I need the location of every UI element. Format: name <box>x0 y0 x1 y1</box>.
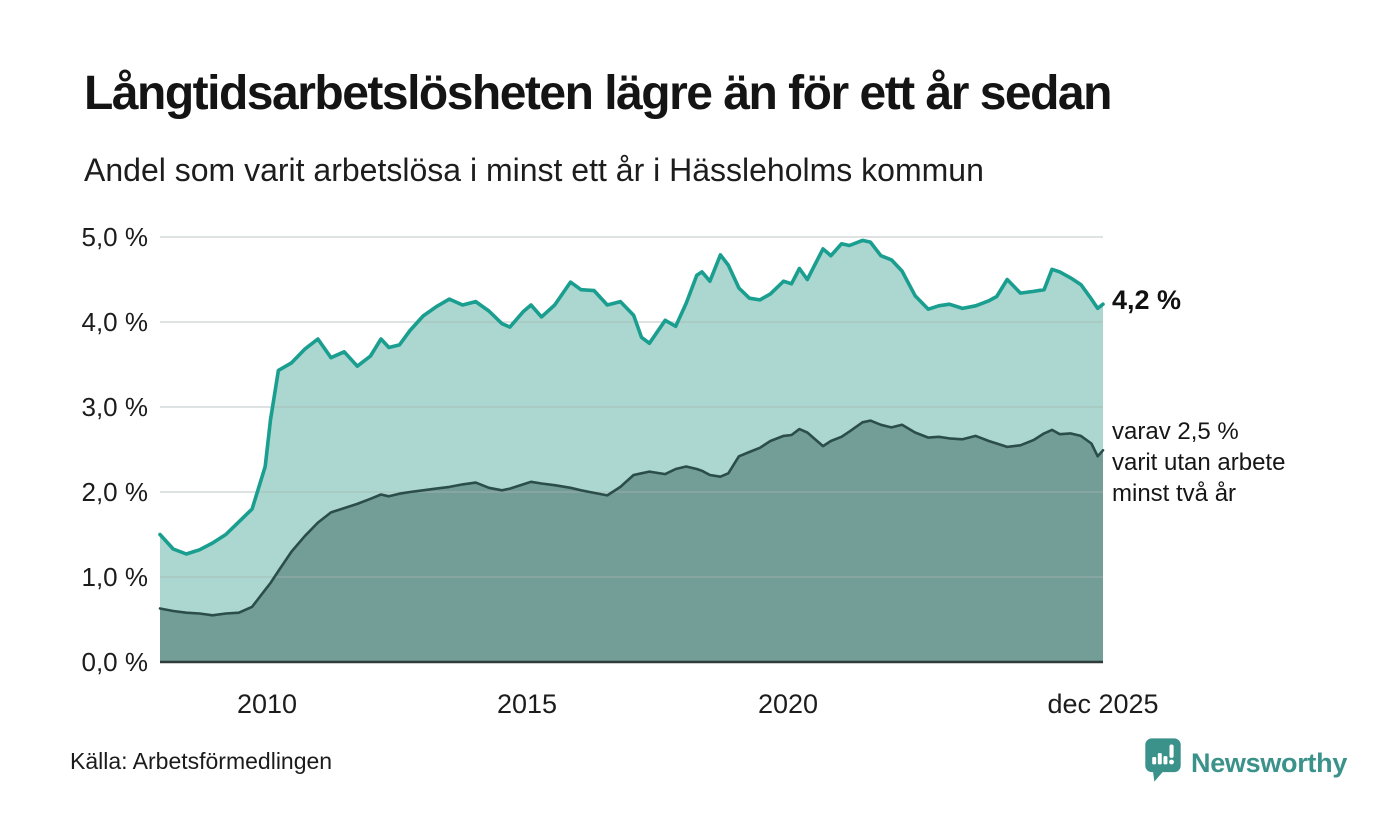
y-tick-1: 1,0 % <box>81 562 149 592</box>
x-tick-2015: 2015 <box>496 689 558 719</box>
series-area-2 <box>160 420 1103 662</box>
x-tick-2010: 2010 <box>236 689 298 719</box>
chart-subtitle: Andel som varit arbetslösa i minst ett å… <box>84 152 984 188</box>
chart-title: Långtidsarbetslösheten lägre än för ett … <box>84 67 1112 120</box>
y-tick-2: 2,0 % <box>81 477 149 507</box>
secondary-label-line2: varit utan arbete <box>1112 449 1286 476</box>
y-tick-0: 0,0 % <box>81 647 149 677</box>
secondary-label-line3: minst två år <box>1112 480 1237 507</box>
x-tick-2020: 2020 <box>757 689 819 719</box>
latest-value-label: 4,2 % <box>1112 285 1182 315</box>
secondary-series-label: varav 2,5 % varit utan arbete minst två … <box>1112 416 1285 509</box>
x-tick-dec-2025: dec 2025 <box>1047 689 1159 719</box>
series-line-1 <box>158 238 1105 556</box>
y-tick-5: 5,0 % <box>81 222 149 252</box>
series-line-2 <box>158 419 1105 617</box>
newsworthy-bubble-chart-icon <box>1144 737 1182 788</box>
brand-name: Newsworthy <box>1191 747 1348 778</box>
secondary-label-line1: varav 2,5 % <box>1112 418 1239 445</box>
brand-logo: Newsworthy <box>1144 737 1347 788</box>
y-tick-3: 3,0 % <box>81 392 149 422</box>
source-note: Källa: Arbetsförmedlingen <box>70 748 333 774</box>
y-tick-4: 4,0 % <box>81 307 149 337</box>
